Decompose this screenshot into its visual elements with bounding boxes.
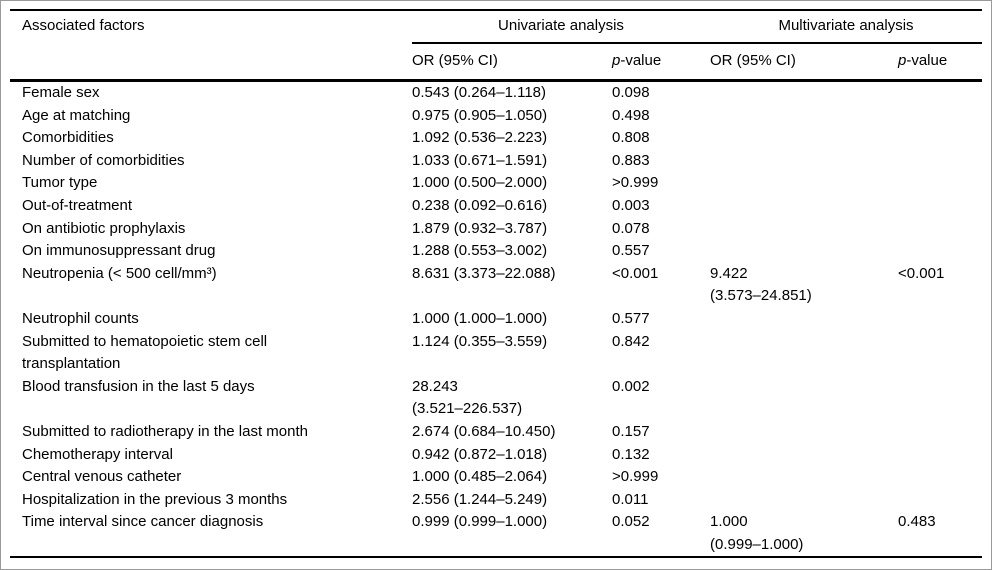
factor-cell: Blood transfusion in the last 5 days bbox=[22, 377, 255, 395]
p-rest: -value bbox=[906, 52, 948, 70]
univariate-or-cell: 0.975 (0.905–1.050) bbox=[412, 106, 548, 124]
multivariate-analysis-group-header: Multivariate analysis bbox=[778, 17, 914, 35]
table-group-header-row: Associated factors Univariate analysis M… bbox=[10, 11, 982, 42]
factor-cell: Hospitalization in the previous 3 months bbox=[22, 490, 288, 508]
table-row: Time interval since cancer diagnosis 0.9… bbox=[10, 511, 982, 556]
factor-cell: Female sex bbox=[22, 84, 100, 101]
factor-cell: Number of comorbidities bbox=[22, 151, 185, 169]
univariate-or-cell: 1.124 (0.355–3.559) bbox=[412, 332, 548, 350]
factor-cell: On immunosuppressant drug bbox=[22, 242, 216, 260]
associated-factors-header: Associated factors bbox=[22, 17, 145, 35]
table-row: Chemotherapy interval 0.942 (0.872–1.018… bbox=[10, 444, 982, 467]
univariate-or-cell: 0.942 (0.872–1.018) bbox=[412, 445, 548, 463]
factor-cell: Chemotherapy interval bbox=[22, 445, 173, 463]
table-row: Neutrophil counts 1.000 (1.000–1.000) 0.… bbox=[10, 308, 982, 331]
univariate-p-cell: 0.002 bbox=[612, 377, 650, 395]
univariate-p-cell: 0.098 bbox=[612, 84, 650, 101]
table-row: On antibiotic prophylaxis 1.879 (0.932–3… bbox=[10, 218, 982, 241]
univariate-p-cell: 0.498 bbox=[612, 106, 650, 124]
multivariate-p-cell: 0.483 bbox=[898, 513, 936, 531]
table-row: Blood transfusion in the last 5 days 28.… bbox=[10, 376, 982, 421]
univariate-p-cell: 0.577 bbox=[612, 309, 650, 327]
table-row: Submitted to radiotherapy in the last mo… bbox=[10, 421, 982, 444]
univariate-p-cell: 0.808 bbox=[612, 129, 650, 147]
univariate-p-cell: 0.132 bbox=[612, 445, 650, 463]
univariate-p-cell: 0.003 bbox=[612, 196, 650, 214]
univariate-or-header: OR (95% CI) bbox=[412, 52, 498, 70]
table-row: Comorbidities 1.092 (0.536–2.223) 0.808 bbox=[10, 127, 982, 150]
factor-cell: Comorbidities bbox=[22, 129, 114, 147]
multivariate-p-header: p-value bbox=[898, 50, 982, 73]
univariate-p-cell: 0.078 bbox=[612, 219, 650, 237]
group-header-underline bbox=[412, 42, 982, 44]
univariate-or-cell: 28.243 (3.521–226.537) bbox=[412, 377, 523, 418]
univariate-or-cell: 0.999 (0.999–1.000) bbox=[412, 513, 548, 531]
table-row: On immunosuppressant drug 1.288 (0.553–3… bbox=[10, 240, 982, 263]
table-row: Age at matching 0.975 (0.905–1.050) 0.49… bbox=[10, 105, 982, 128]
table-body: Female sex 0.543 (0.264–1.118) 0.098 Age… bbox=[10, 82, 982, 556]
univariate-or-cell: 1.000 (1.000–1.000) bbox=[412, 309, 548, 327]
univariate-p-cell: 0.557 bbox=[612, 242, 650, 260]
univariate-analysis-group-header: Univariate analysis bbox=[498, 17, 624, 35]
p-italic: p bbox=[898, 52, 907, 70]
univariate-or-cell: 1.033 (0.671–1.591) bbox=[412, 151, 548, 169]
p-rest: -value bbox=[620, 52, 662, 70]
factor-cell: Central venous catheter bbox=[22, 468, 182, 486]
univariate-p-cell: >0.999 bbox=[612, 468, 659, 486]
univariate-p-cell: 0.052 bbox=[612, 513, 650, 531]
univariate-or-cell: 1.092 (0.536–2.223) bbox=[412, 129, 548, 147]
univariate-or-cell: 1.000 (0.485–2.064) bbox=[412, 468, 548, 486]
header-body-divider-rule bbox=[10, 79, 982, 82]
factor-cell: Neutropenia (< 500 cell/mm³) bbox=[22, 264, 217, 282]
table-row: Out-of-treatment 0.238 (0.092–0.616) 0.0… bbox=[10, 195, 982, 218]
table-row: Submitted to hematopoietic stem cell tra… bbox=[10, 331, 982, 376]
univariate-or-cell: 2.556 (1.244–5.249) bbox=[412, 490, 548, 508]
multivariate-or-cell: 9.422 (3.573–24.851) bbox=[710, 264, 812, 305]
univariate-or-cell: 1.288 (0.553–3.002) bbox=[412, 242, 548, 260]
univariate-p-cell: 0.011 bbox=[612, 490, 649, 508]
factor-cell: Out-of-treatment bbox=[22, 196, 133, 214]
multivariate-or-cell: 1.000 (0.999–1.000) bbox=[710, 513, 804, 553]
univariate-or-cell: 1.879 (0.932–3.787) bbox=[412, 219, 548, 237]
table-row: Central venous catheter 1.000 (0.485–2.0… bbox=[10, 466, 982, 489]
p-italic: p bbox=[612, 52, 621, 70]
table-row: Number of comorbidities 1.033 (0.671–1.5… bbox=[10, 150, 982, 173]
factor-cell: Age at matching bbox=[22, 106, 131, 124]
multivariate-p-cell: <0.001 bbox=[898, 264, 945, 282]
univariate-p-cell: 0.157 bbox=[612, 422, 650, 440]
table-top-rule bbox=[10, 9, 982, 11]
table-row: Hospitalization in the previous 3 months… bbox=[10, 489, 982, 512]
univariate-or-cell: 1.000 (0.500–2.000) bbox=[412, 174, 548, 192]
univariate-or-cell: 0.543 (0.264–1.118) bbox=[412, 84, 546, 101]
univariate-or-cell: 8.631 (3.373–22.088) bbox=[412, 264, 556, 282]
univariate-or-cell: 0.238 (0.092–0.616) bbox=[412, 196, 548, 214]
factor-cell: Time interval since cancer diagnosis bbox=[22, 513, 264, 531]
multivariate-or-header: OR (95% CI) bbox=[710, 52, 796, 70]
univariate-or-cell: 2.674 (0.684–10.450) bbox=[412, 422, 556, 440]
factor-cell: Submitted to radiotherapy in the last mo… bbox=[22, 422, 308, 440]
table-row: Neutropenia (< 500 cell/mm³) 8.631 (3.37… bbox=[10, 263, 982, 308]
univariate-p-cell: 0.883 bbox=[612, 151, 650, 169]
table-row: Tumor type 1.000 (0.500–2.000) >0.999 bbox=[10, 172, 982, 195]
univariate-p-cell: 0.842 bbox=[612, 332, 650, 350]
table-bottom-rule bbox=[10, 556, 982, 559]
table-column-header-row: OR (95% CI) p-value OR (95% CI) p-value bbox=[10, 44, 982, 79]
factor-cell: Neutrophil counts bbox=[22, 309, 139, 327]
analysis-table: Associated factors Univariate analysis M… bbox=[10, 9, 982, 559]
univariate-p-header: p-value bbox=[612, 50, 710, 73]
factor-cell: Tumor type bbox=[22, 174, 98, 192]
univariate-p-cell: >0.999 bbox=[612, 174, 659, 192]
factor-cell: Submitted to hematopoietic stem cell tra… bbox=[22, 332, 268, 373]
factor-cell: On antibiotic prophylaxis bbox=[22, 219, 186, 237]
table-row: Female sex 0.543 (0.264–1.118) 0.098 bbox=[10, 82, 982, 105]
univariate-p-cell: <0.001 bbox=[612, 264, 659, 282]
